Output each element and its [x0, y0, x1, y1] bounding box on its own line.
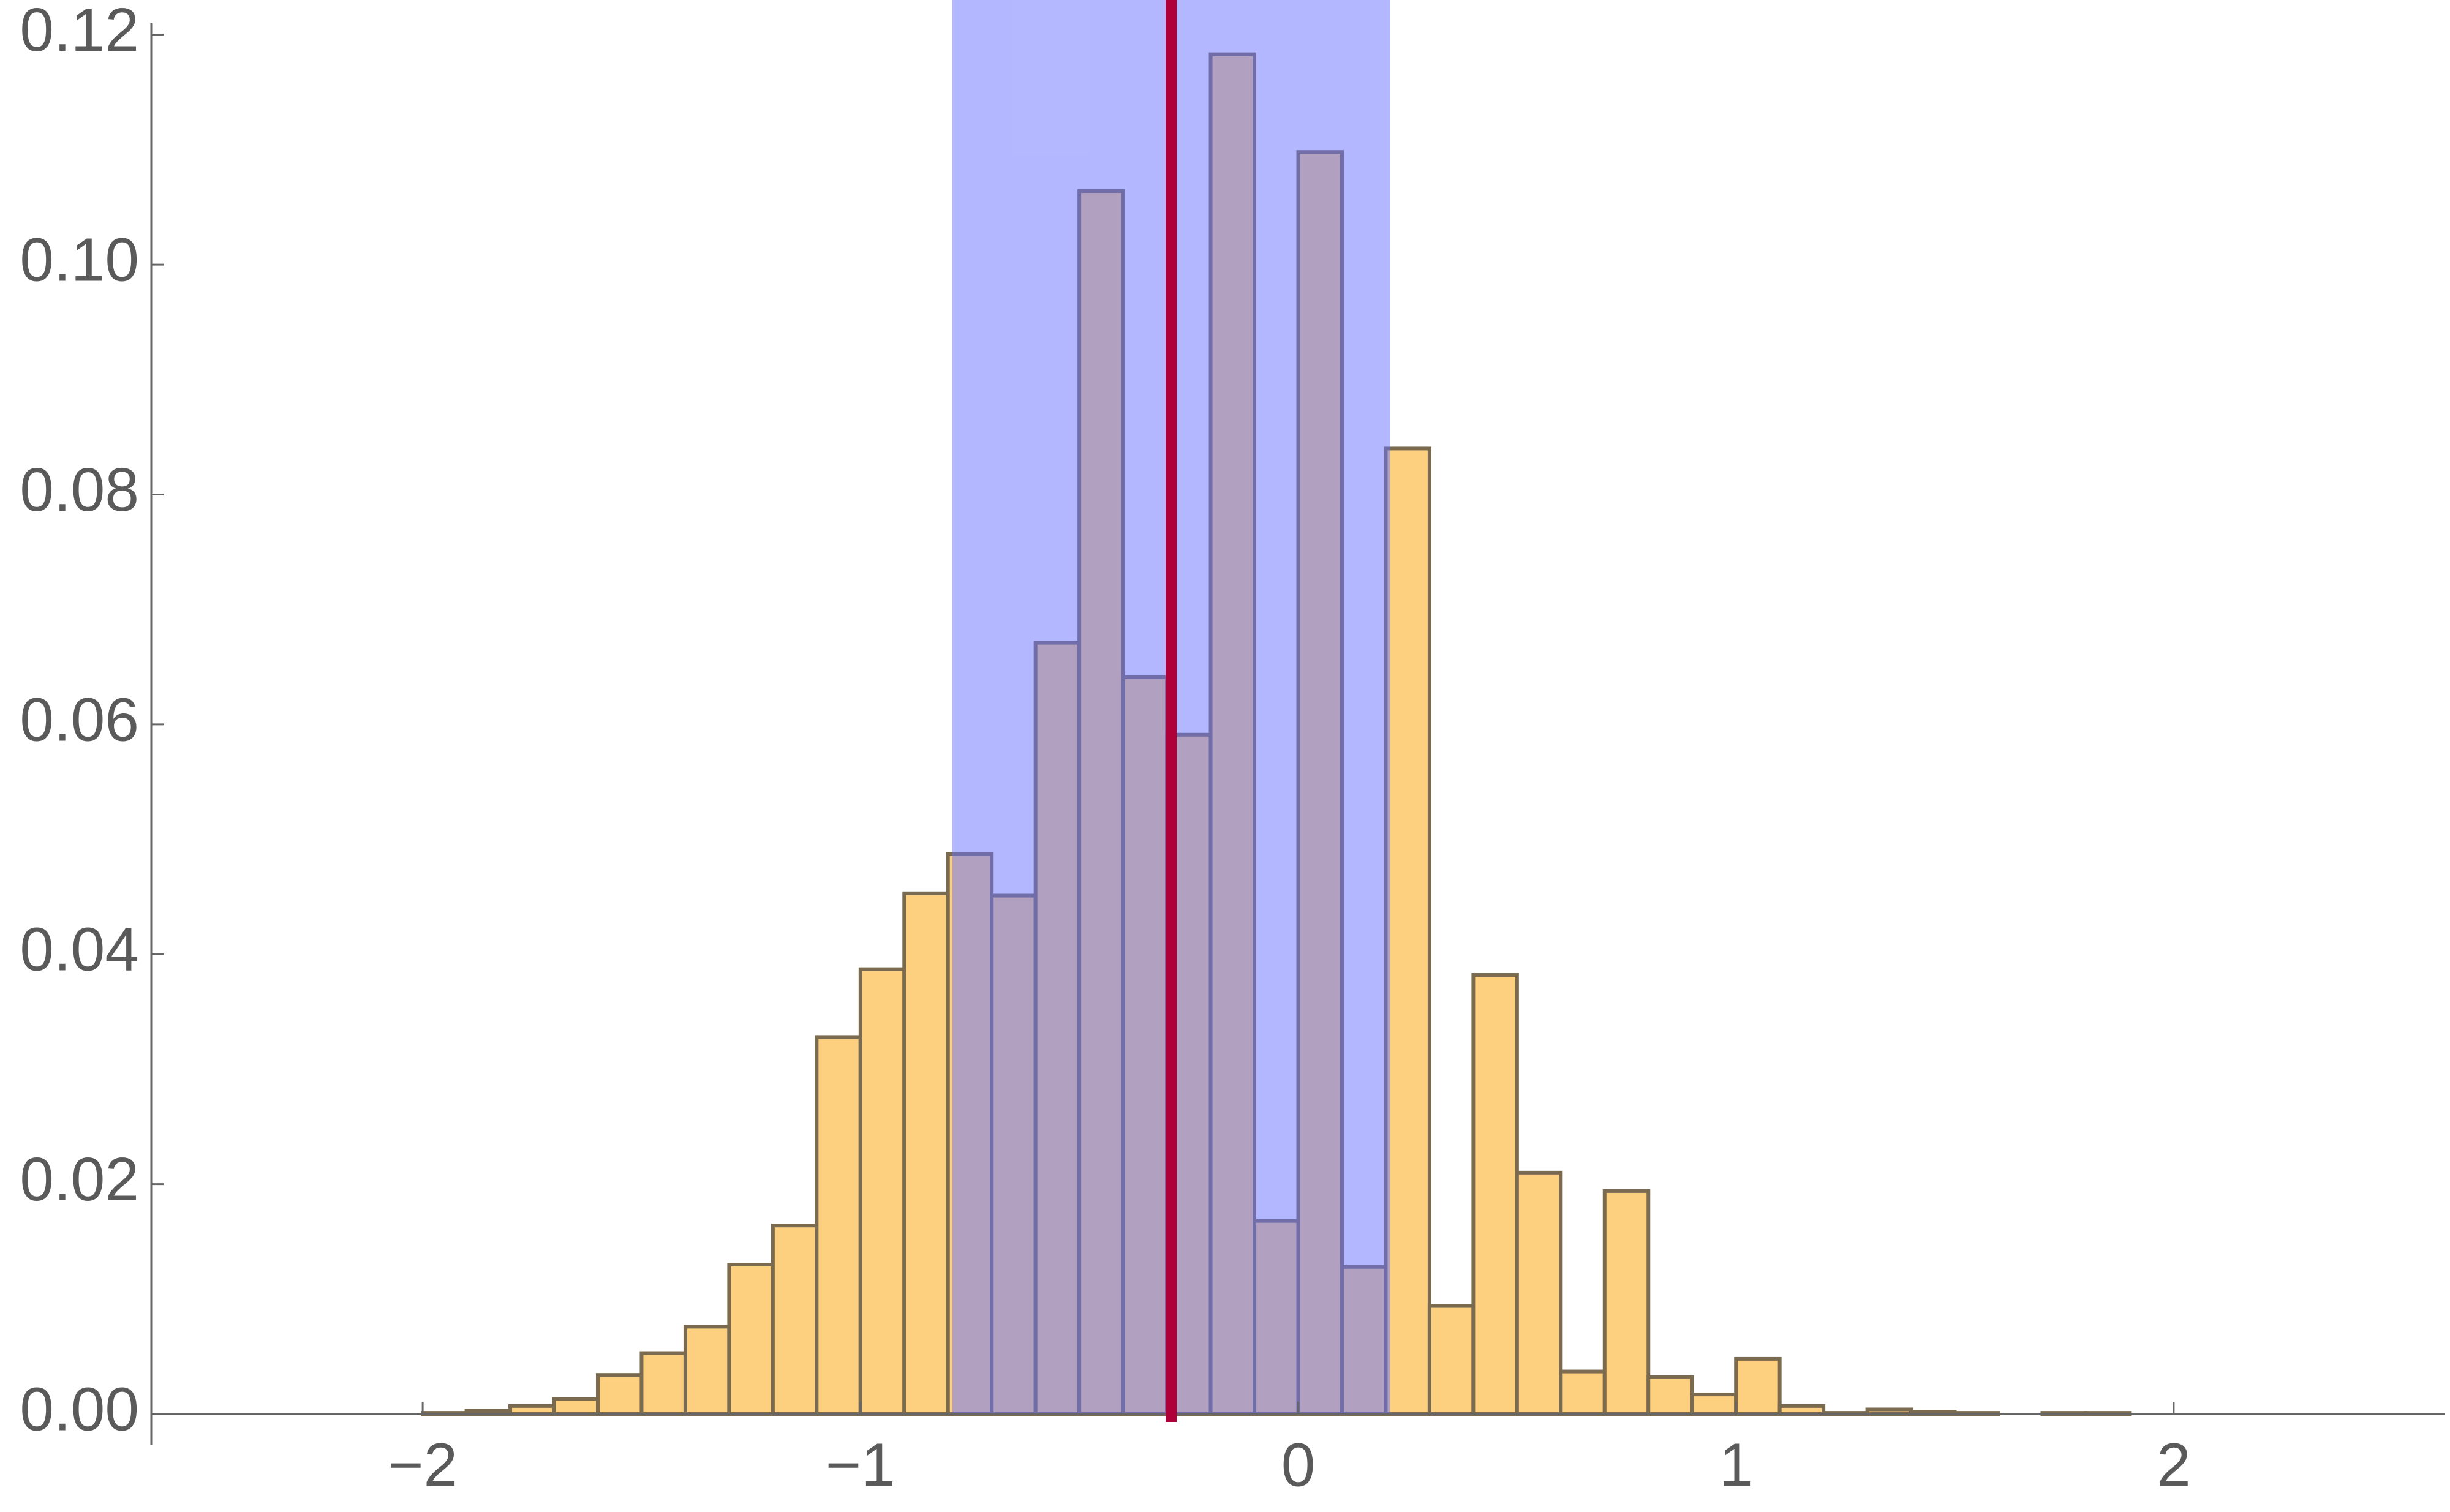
y-tick-label: 0.06 — [20, 685, 139, 754]
bar — [902, 891, 950, 1416]
bar — [1690, 1393, 1738, 1416]
bar — [1471, 973, 1519, 1416]
x-tick-label: −2 — [388, 1431, 458, 1499]
bar — [858, 967, 907, 1416]
bar — [552, 1397, 600, 1416]
y-tick-label: 0.02 — [20, 1145, 139, 1214]
bar — [1602, 1189, 1651, 1416]
bar — [1646, 1375, 1694, 1416]
bar — [1515, 1170, 1563, 1416]
bar — [1427, 1304, 1476, 1416]
bar — [815, 1035, 862, 1416]
bar — [683, 1325, 731, 1416]
x-tick-label: 1 — [1719, 1431, 1753, 1499]
bar — [1734, 1356, 1782, 1416]
y-tick-label: 0.04 — [20, 916, 139, 984]
x-tick-label: −1 — [826, 1431, 895, 1499]
bar — [1559, 1369, 1607, 1416]
bar — [639, 1351, 687, 1416]
x-tick-label: 0 — [1281, 1431, 1316, 1499]
bar — [595, 1373, 644, 1416]
y-tick-label: 0.08 — [20, 456, 139, 524]
y-tick-label: 0.12 — [20, 0, 139, 64]
bar — [727, 1263, 775, 1416]
y-tick-label: 0.00 — [20, 1375, 139, 1443]
bar — [1777, 1404, 1826, 1416]
x-tick-label: 2 — [2157, 1431, 2191, 1499]
bar — [508, 1404, 556, 1416]
y-tick-label: 0.10 — [20, 226, 139, 295]
bar — [1384, 446, 1431, 1416]
bar — [771, 1224, 819, 1416]
